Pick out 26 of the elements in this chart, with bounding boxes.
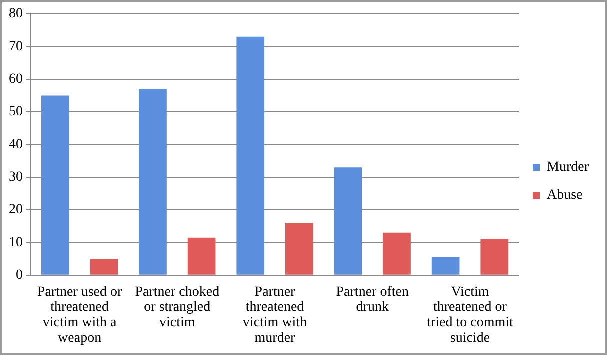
bar: [139, 89, 167, 275]
x-tick-label: Victim threatened or tried to commit suicide: [427, 284, 514, 346]
y-tick-label: 70: [9, 39, 23, 54]
bar: [236, 36, 265, 275]
x-tick-label: Partner used or threatened victim with a weapon: [37, 284, 123, 346]
y-tick-label: 50: [9, 104, 23, 120]
bar: [383, 232, 411, 275]
y-tick-label: 60: [9, 72, 23, 88]
x-tick-label: Partner choked or strangled victim: [135, 284, 220, 331]
y-tick-label: 80: [9, 6, 23, 22]
bar: [480, 239, 509, 275]
bar: [432, 257, 460, 275]
x-tick-label: Partner threatened victim with murder: [242, 284, 308, 346]
y-tick-label: 20: [9, 202, 23, 218]
bar: [41, 96, 70, 275]
legend-label: Abuse: [547, 188, 583, 204]
y-tick-label: 40: [9, 137, 23, 152]
y-tick-label: 10: [9, 235, 23, 250]
bar: [286, 223, 314, 275]
y-tick-label: 30: [9, 170, 23, 186]
y-tick-label: 0: [16, 268, 23, 284]
bar: [90, 259, 118, 275]
bar: [334, 168, 362, 275]
legend-label: Murder: [547, 160, 590, 176]
bar: [188, 238, 216, 275]
x-tick-label: Partner often drunk: [336, 284, 409, 316]
